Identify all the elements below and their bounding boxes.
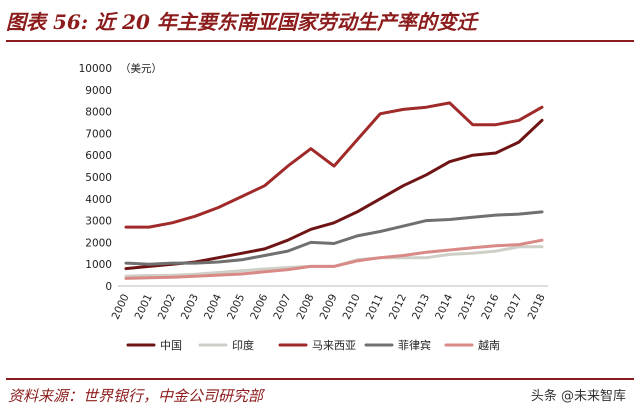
legend-label: 中国: [160, 339, 182, 352]
x-tick-label: 2004: [202, 292, 224, 322]
x-tick-label: 2001: [133, 292, 155, 321]
y-unit-label: （美元）: [120, 62, 162, 75]
series-line: [124, 238, 544, 280]
x-tick-label: 2002: [156, 292, 178, 321]
legend-label: 越南: [478, 338, 500, 352]
x-tick-label: 2012: [387, 292, 409, 321]
x-tick-label: 2013: [410, 292, 432, 321]
x-tick-label: 2011: [364, 292, 386, 321]
x-tick-label: 2017: [502, 292, 524, 321]
line-chart: （美元） 0 1000 2000 3000 4000 5000 6000 7000 8000 900…: [79, 62, 548, 352]
y-tick-label: 5000: [85, 172, 112, 184]
x-tick-label: 2010: [341, 292, 363, 321]
x-tick-label: 2007: [271, 292, 293, 321]
y-tick-label: 1000: [85, 259, 112, 271]
watermark: 头条 @未来智库: [526, 384, 630, 405]
footer-rule: [6, 378, 634, 380]
x-tick-label: 2000: [110, 292, 132, 321]
y-tick-label: 10000: [79, 63, 112, 75]
x-tick-label: 2015: [456, 292, 478, 321]
x-tick-label: 2008: [294, 292, 316, 321]
series-line: [124, 101, 544, 229]
x-tick-label: 2016: [479, 292, 501, 322]
y-tick-label: 8000: [85, 107, 112, 119]
source-note: 资料来源：世界银行，中金公司研究部: [8, 387, 264, 405]
y-tick-label: 2000: [85, 237, 112, 249]
series-line: [124, 210, 544, 266]
legend-label: 马来西亚: [312, 339, 356, 352]
y-tick-label: 3000: [85, 216, 112, 228]
x-tick-label: 2003: [179, 292, 201, 321]
y-tick-label: 6000: [85, 150, 112, 162]
y-tick-label: 9000: [85, 85, 112, 97]
x-tick-label: 2005: [225, 292, 247, 321]
y-tick-label: 4000: [85, 194, 112, 206]
legend-label: 菲律宾: [398, 338, 431, 352]
y-tick-label: 7000: [85, 128, 112, 140]
y-tick-label: 0: [105, 281, 112, 293]
x-tick-label: 2009: [318, 292, 340, 321]
x-tick-label: 2018: [526, 292, 548, 321]
x-tick-label: 2006: [248, 292, 270, 322]
legend-label: 印度: [232, 338, 254, 352]
chart-title: 图表 56: 近 20 年主要东南亚国家劳动生产率的变迁: [6, 10, 477, 34]
x-tick-label: 2014: [433, 292, 455, 322]
title-rule: [6, 40, 634, 42]
